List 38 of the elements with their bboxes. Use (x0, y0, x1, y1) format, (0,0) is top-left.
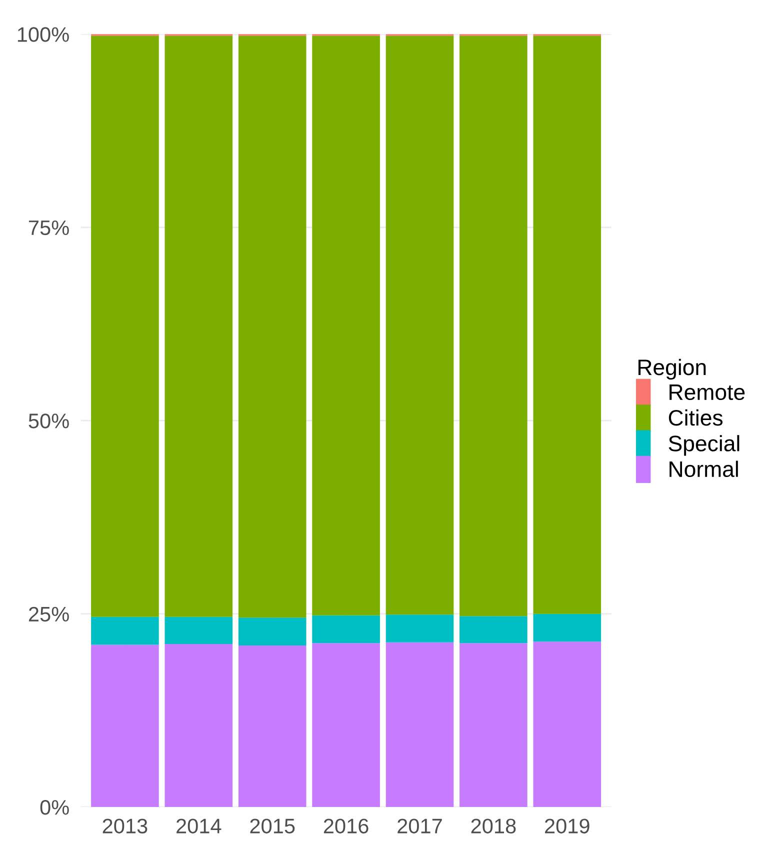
bar (460, 643, 528, 808)
bar (386, 36, 454, 615)
bar (386, 642, 454, 808)
bar (533, 614, 602, 642)
bar (164, 616, 233, 644)
bar (164, 644, 233, 808)
bar (238, 618, 306, 646)
bar (91, 36, 159, 617)
legend-label: Remote (670, 384, 745, 400)
legend-title: Region (638, 358, 706, 380)
bar (238, 646, 306, 808)
bar (460, 616, 528, 644)
x-tick-label: 2016 (324, 818, 368, 834)
bar (91, 644, 159, 808)
legend-label: Special (668, 435, 740, 456)
bar (533, 642, 602, 808)
bar (312, 643, 380, 808)
x-tick-label: 2018 (471, 818, 516, 834)
bar (460, 36, 528, 616)
y-tick-label: 25% (28, 606, 69, 622)
y-tick-label: 75% (29, 220, 69, 236)
bar (91, 616, 159, 645)
bar (238, 36, 306, 618)
y-tick-label: 100% (18, 27, 69, 42)
x-tick-label: 2013 (102, 818, 148, 834)
legend-label: Cities (668, 409, 723, 426)
bar (312, 36, 380, 616)
x-tick-label: 2015 (250, 818, 295, 834)
x-tick-label: 2017 (398, 818, 442, 834)
bar (533, 36, 602, 614)
bar (312, 615, 380, 644)
x-tick-label: 2019 (545, 818, 590, 834)
y-tick-label: 0% (40, 800, 69, 815)
bar (386, 614, 454, 642)
bar (164, 36, 233, 617)
x-tick-label: 2014 (176, 818, 222, 834)
legend-label: Normal (670, 460, 738, 478)
y-tick-label: 50% (28, 414, 69, 428)
